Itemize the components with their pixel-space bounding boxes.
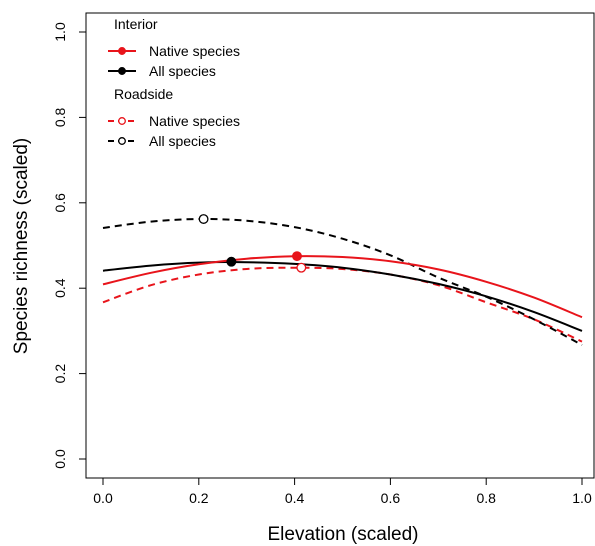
peak-point-roadside-native-species	[296, 262, 307, 273]
y-tick-label: 0.6	[52, 193, 68, 213]
x-tick-label: 0.6	[381, 490, 401, 506]
legend-label: All species	[149, 133, 216, 149]
y-tick-label: 1.0	[52, 22, 68, 42]
y-axis-title: Species richness (scaled)	[11, 138, 32, 354]
x-tick-label: 0.0	[93, 490, 113, 506]
plot-frame	[85, 12, 595, 479]
legend-label: Native species	[149, 43, 240, 59]
peak-point-roadside-all-species	[198, 214, 209, 224]
x-axis: 0.0 0.2 0.4 0.6 0.8 1.0	[93, 477, 592, 506]
x-tick-label: 0.4	[285, 490, 305, 506]
legend-marker	[118, 67, 126, 75]
y-tick-label: 0.0	[52, 449, 68, 469]
series-line-roadside-all-species	[102, 217, 583, 346]
peak-point-interior-all-species	[226, 256, 237, 267]
y-tick-label: 0.4	[52, 278, 68, 298]
x-axis-title: Elevation (scaled)	[267, 524, 418, 545]
series-line-interior-all-species	[102, 261, 583, 332]
legend-marker	[118, 117, 126, 125]
legend-group-title: Roadside	[114, 86, 173, 102]
legend-marker	[118, 137, 126, 145]
series-line-interior-native-species	[102, 255, 583, 319]
peak-point-interior-native-species	[292, 251, 302, 262]
legend-group-title: Interior	[114, 16, 158, 32]
legend-label: All species	[149, 63, 216, 79]
y-axis: 0.0 0.2 0.4 0.6 0.8 1.0	[52, 22, 87, 469]
legend: Interior Native species All species Roadsid…	[108, 16, 240, 149]
y-tick-label: 0.2	[52, 364, 68, 384]
series-layer	[102, 214, 583, 346]
y-tick-label: 0.8	[52, 107, 68, 127]
series-line-roadside-native-species	[102, 266, 583, 343]
x-tick-label: 0.2	[189, 490, 209, 506]
legend-marker	[118, 47, 126, 55]
x-tick-label: 1.0	[572, 490, 592, 506]
x-tick-label: 0.8	[476, 490, 496, 506]
legend-label: Native species	[149, 113, 240, 129]
